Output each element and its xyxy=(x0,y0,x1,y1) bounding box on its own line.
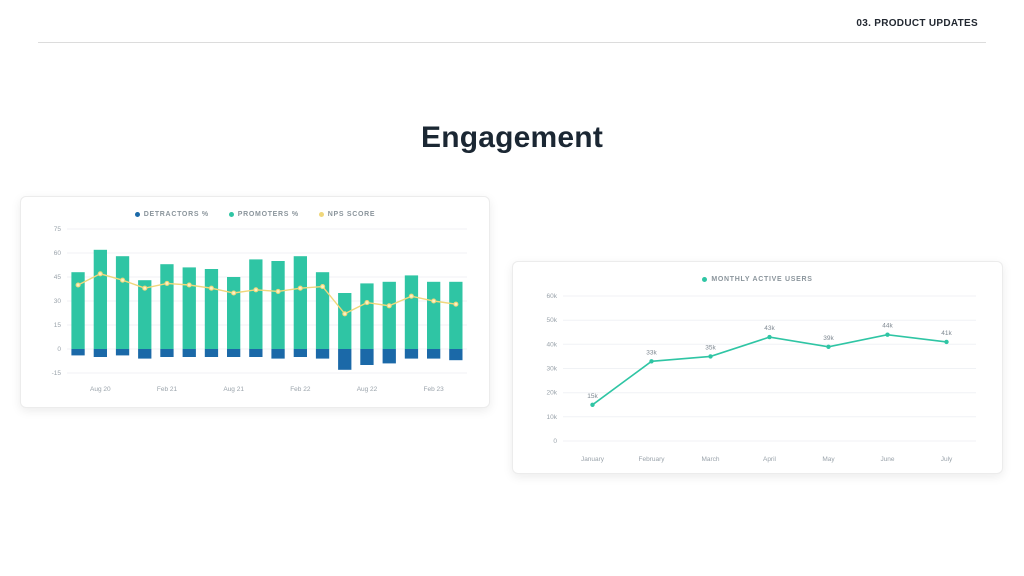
page-title: Engagement xyxy=(420,121,604,154)
header-divider xyxy=(38,42,986,43)
svg-text:41k: 41k xyxy=(941,330,952,337)
nps-chart-svg: 75 60 45 30 15 0 -15 Aug 20 Feb 21 Aug 21 Feb 22 Au… xyxy=(52,226,467,393)
nps-chart-card: DETRACTORS % PROMOTERS % NPS SCORE 75 60 4… xyxy=(20,196,490,408)
svg-text:0: 0 xyxy=(57,346,61,353)
svg-text:50k: 50k xyxy=(547,317,558,324)
legend-label-promoters: PROMOTERS % xyxy=(237,210,299,218)
svg-text:February: February xyxy=(638,456,665,463)
mau-chart-card: MONTHLY ACTIVE USERS 60k 50k 40k 30k 20k 10k 0… xyxy=(512,261,1003,474)
nps-chart-legend: DETRACTORS % PROMOTERS % NPS SCORE xyxy=(21,197,489,219)
svg-text:March: March xyxy=(701,456,719,463)
svg-text:15: 15 xyxy=(54,322,62,329)
svg-text:45: 45 xyxy=(54,274,62,281)
legend-item-nps-score: NPS SCORE xyxy=(318,210,376,218)
svg-text:20k: 20k xyxy=(547,390,558,397)
svg-text:July: July xyxy=(941,456,953,463)
svg-text:30k: 30k xyxy=(547,366,558,373)
legend-label-mau: MONTHLY ACTIVE USERS xyxy=(711,275,813,283)
svg-text:April: April xyxy=(763,456,777,463)
slide-tag: 03. PRODUCT UPDATES xyxy=(856,18,978,29)
svg-text:44k: 44k xyxy=(882,323,893,330)
svg-text:Aug 21: Aug 21 xyxy=(223,386,244,393)
legend-label-detractors: DETRACTORS % xyxy=(143,210,209,218)
legend-item-detractors: DETRACTORS % xyxy=(134,210,209,218)
mau-dot-icon xyxy=(702,276,708,282)
svg-text:Feb 23: Feb 23 xyxy=(424,386,445,393)
detractors-dot-icon xyxy=(134,211,140,217)
svg-text:Aug 20: Aug 20 xyxy=(90,386,111,393)
svg-text:35k: 35k xyxy=(705,344,716,351)
svg-text:Feb 21: Feb 21 xyxy=(157,386,178,393)
svg-text:June: June xyxy=(880,456,894,463)
svg-text:40k: 40k xyxy=(547,341,558,348)
svg-text:Feb 22: Feb 22 xyxy=(290,386,311,393)
svg-text:60: 60 xyxy=(54,250,62,257)
svg-text:-15: -15 xyxy=(52,370,62,377)
svg-text:30: 30 xyxy=(54,298,62,305)
legend-item-mau: MONTHLY ACTIVE USERS xyxy=(702,276,812,283)
svg-text:May: May xyxy=(822,456,835,463)
mau-chart-svg: 60k 50k 40k 30k 20k 10k 0 15k January 33k February… xyxy=(547,293,976,463)
legend-item-promoters: PROMOTERS % xyxy=(228,210,299,218)
svg-text:43k: 43k xyxy=(764,325,775,332)
svg-text:39k: 39k xyxy=(823,335,834,342)
svg-text:33k: 33k xyxy=(646,349,657,356)
svg-text:0: 0 xyxy=(553,438,557,445)
svg-text:15k: 15k xyxy=(587,393,598,400)
svg-text:Aug 22: Aug 22 xyxy=(357,386,378,393)
mau-chart-legend: MONTHLY ACTIVE USERS xyxy=(513,262,1002,284)
svg-text:60k: 60k xyxy=(547,293,558,300)
svg-text:75: 75 xyxy=(54,226,62,233)
promoters-dot-icon xyxy=(228,211,234,217)
legend-label-nps-score: NPS SCORE xyxy=(327,210,376,218)
svg-text:10k: 10k xyxy=(547,414,558,421)
svg-text:January: January xyxy=(581,456,605,463)
nps-score-dot-icon xyxy=(318,211,324,217)
